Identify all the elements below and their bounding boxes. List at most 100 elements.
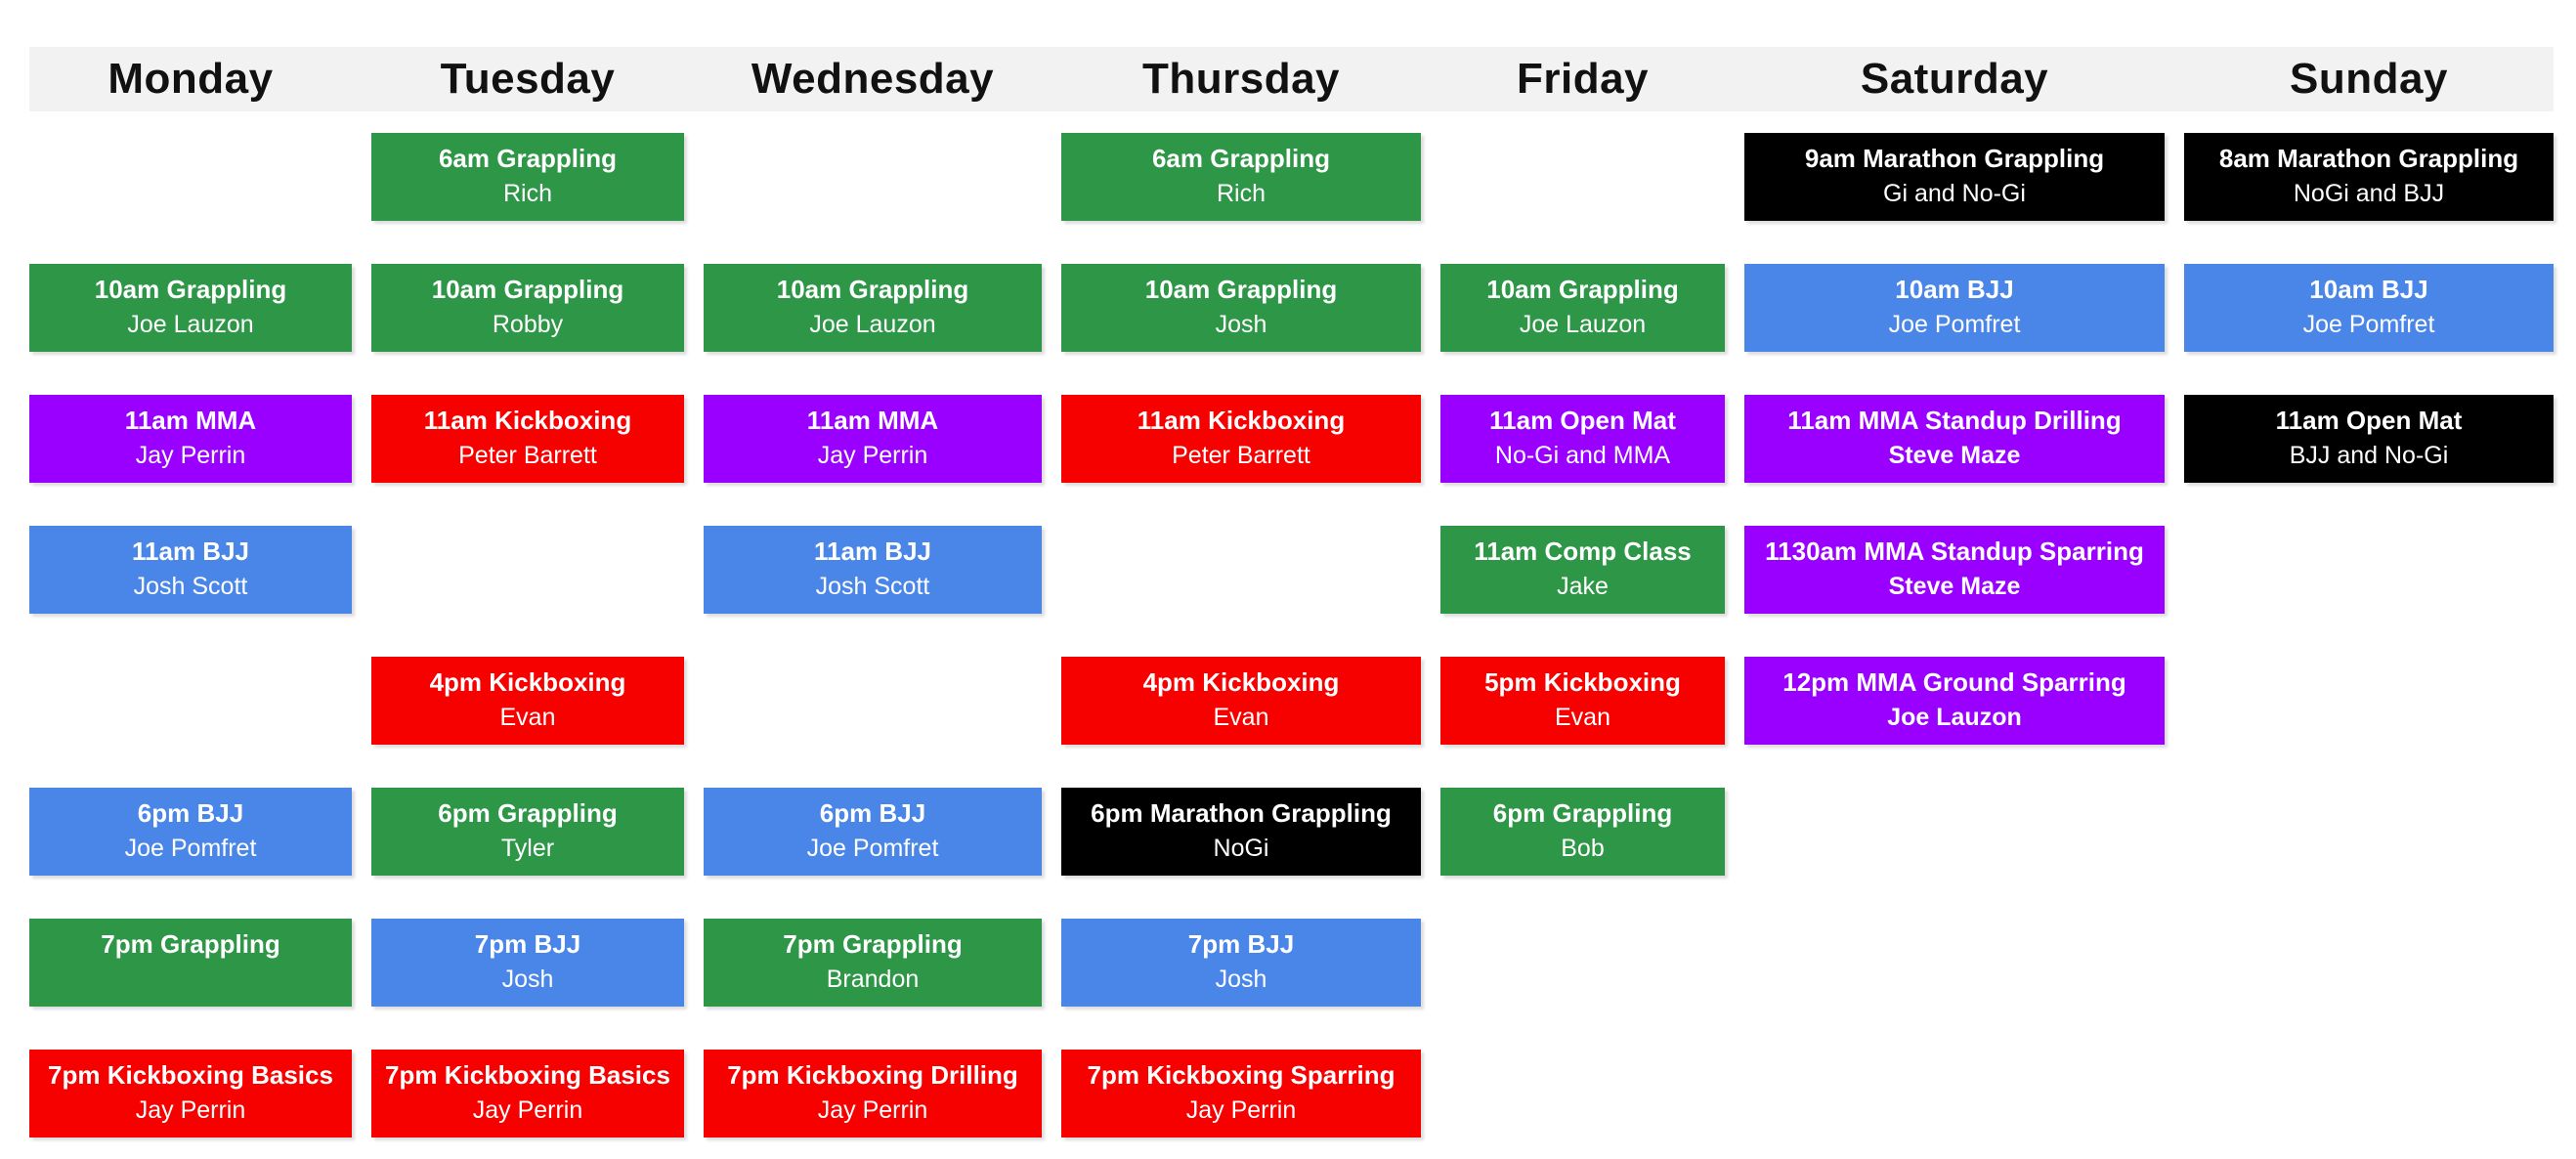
event-block: 10am Grappling Josh	[1061, 264, 1421, 352]
event-instructor: Jay Perrin	[135, 1096, 246, 1124]
event-title: 7pm Grappling	[783, 929, 963, 959]
event-instructor: Bob	[1561, 835, 1605, 862]
event-title: 7pm Kickboxing Basics	[48, 1060, 333, 1090]
event-instructor: No-Gi and MMA	[1494, 442, 1671, 469]
event-block: 6pm Grappling Tyler	[371, 788, 684, 876]
event-title: 5pm Kickboxing	[1484, 667, 1681, 697]
event-block: 5pm Kickboxing Evan	[1440, 657, 1725, 745]
event-block: 7pm Kickboxing Drilling Jay Perrin	[704, 1050, 1042, 1138]
event-block: 8am Marathon Grappling NoGi and BJJ	[2184, 133, 2554, 221]
event-block: 11am Open Mat No-Gi and MMA	[1440, 395, 1725, 483]
event-title: 9am Marathon Grappling	[1804, 144, 2105, 173]
event-instructor: Gi and No-Gi	[1883, 180, 2026, 207]
event-instructor: Evan	[1213, 704, 1269, 731]
event-title: 6pm BJJ	[137, 798, 244, 828]
event-instructor: Tyler	[500, 835, 555, 862]
event-instructor: Jay Perrin	[472, 1096, 583, 1124]
event-title: 11am MMA	[124, 406, 257, 435]
event-instructor: Joe Pomfret	[806, 835, 939, 862]
event-block: 10am Grappling Joe Lauzon	[1440, 264, 1725, 352]
event-title: 11am Open Mat	[1489, 406, 1676, 435]
event-title: 6pm Grappling	[1492, 798, 1673, 828]
day-header-wednesday: Wednesday	[751, 55, 995, 103]
event-block: 7pm Kickboxing Basics Jay Perrin	[371, 1050, 684, 1138]
event-block: 4pm Kickboxing Evan	[1061, 657, 1421, 745]
event-title: 12pm MMA Ground Sparring	[1782, 667, 2126, 697]
day-header-tuesday: Tuesday	[440, 55, 616, 103]
event-title: 10am Grappling	[431, 275, 624, 304]
event-title: 11am Comp Class	[1474, 537, 1692, 566]
event-instructor: Joe Pomfret	[1888, 311, 2021, 338]
event-title: 7pm Kickboxing Drilling	[727, 1060, 1018, 1090]
event-block: 7pm Grappling	[29, 919, 352, 1007]
event-instructor: Steve Maze	[1888, 573, 2021, 600]
event-instructor: Brandon	[826, 966, 920, 993]
event-block: 7pm BJJ Josh	[371, 919, 684, 1007]
event-block: 6pm BJJ Joe Pomfret	[704, 788, 1042, 876]
event-title: 7pm BJJ	[1187, 929, 1295, 959]
day-header-sunday: Sunday	[2290, 55, 2448, 103]
day-header-thursday: Thursday	[1141, 55, 1341, 103]
event-instructor: Steve Maze	[1888, 442, 2021, 469]
event-title: 7pm BJJ	[474, 929, 581, 959]
event-block: 1130am MMA Standup Sparring Steve Maze	[1744, 526, 2165, 614]
event-title: 10am BJJ	[1895, 275, 2014, 304]
event-instructor: NoGi	[1213, 835, 1269, 862]
event-block: 11am MMA Standup Drilling Steve Maze	[1744, 395, 2165, 483]
event-instructor: Jay Perrin	[1185, 1096, 1297, 1124]
event-block: 4pm Kickboxing Evan	[371, 657, 684, 745]
event-title: 11am MMA	[806, 406, 939, 435]
event-instructor: BJJ and No-Gi	[2289, 442, 2449, 469]
event-title: 11am BJJ	[814, 537, 931, 566]
event-instructor: Joe Pomfret	[124, 835, 257, 862]
event-title: 7pm Grappling	[101, 929, 280, 959]
event-block: 11am Open Mat BJJ and No-Gi	[2184, 395, 2554, 483]
event-instructor: Peter Barrett	[1172, 442, 1310, 469]
event-instructor: Jay Perrin	[135, 442, 246, 469]
event-instructor: Joe Lauzon	[809, 311, 936, 338]
event-instructor: Peter Barrett	[458, 442, 597, 469]
event-block: 10am Grappling Joe Lauzon	[29, 264, 352, 352]
event-title: 6pm BJJ	[819, 798, 926, 828]
event-block: 7pm Grappling Brandon	[704, 919, 1042, 1007]
event-title: 10am Grappling	[776, 275, 969, 304]
event-instructor: Rich	[502, 180, 552, 207]
event-instructor: Evan	[1555, 704, 1610, 731]
event-title: 6pm Marathon Grappling	[1091, 798, 1392, 828]
event-title: 10am BJJ	[2309, 275, 2428, 304]
event-instructor: Joe Lauzon	[127, 311, 254, 338]
event-title: 11am BJJ	[132, 537, 249, 566]
event-block: 11am BJJ Josh Scott	[29, 526, 352, 614]
event-instructor: Jay Perrin	[817, 1096, 928, 1124]
event-instructor: Joe Lauzon	[1887, 704, 2022, 731]
event-block: 9am Marathon Grappling Gi and No-Gi	[1744, 133, 2165, 221]
event-title: 10am Grappling	[94, 275, 287, 304]
event-instructor: NoGi and BJJ	[2293, 180, 2445, 207]
event-block: 11am Comp Class Jake	[1440, 526, 1725, 614]
event-title: 6pm Grappling	[438, 798, 618, 828]
event-title: 7pm Kickboxing Basics	[385, 1060, 670, 1090]
event-block: 11am Kickboxing Peter Barrett	[1061, 395, 1421, 483]
event-instructor: Josh	[501, 966, 554, 993]
event-instructor: Josh Scott	[815, 573, 930, 600]
day-header-friday: Friday	[1516, 55, 1650, 103]
event-block: 6pm Marathon Grappling NoGi	[1061, 788, 1421, 876]
event-block: 12pm MMA Ground Sparring Joe Lauzon	[1744, 657, 2165, 745]
event-block: 6am Grappling Rich	[1061, 133, 1421, 221]
event-title: 11am MMA Standup Drilling	[1787, 406, 2122, 435]
event-title: 8am Marathon Grappling	[2218, 144, 2519, 173]
event-title: 11am Open Mat	[2275, 406, 2463, 435]
event-title: 11am Kickboxing	[423, 406, 632, 435]
event-instructor: Josh	[1215, 966, 1267, 993]
day-header-saturday: Saturday	[1860, 55, 2049, 103]
event-instructor: Josh Scott	[133, 573, 248, 600]
event-title: 6am Grappling	[438, 144, 618, 173]
event-block: 7pm Kickboxing Basics Jay Perrin	[29, 1050, 352, 1138]
event-block: 10am BJJ Joe Pomfret	[2184, 264, 2554, 352]
event-title: 11am Kickboxing	[1137, 406, 1346, 435]
event-instructor: Jay Perrin	[817, 442, 928, 469]
event-block: 7pm Kickboxing Sparring Jay Perrin	[1061, 1050, 1421, 1138]
event-title: 4pm Kickboxing	[429, 667, 626, 697]
event-title: 7pm Kickboxing Sparring	[1087, 1060, 1395, 1090]
